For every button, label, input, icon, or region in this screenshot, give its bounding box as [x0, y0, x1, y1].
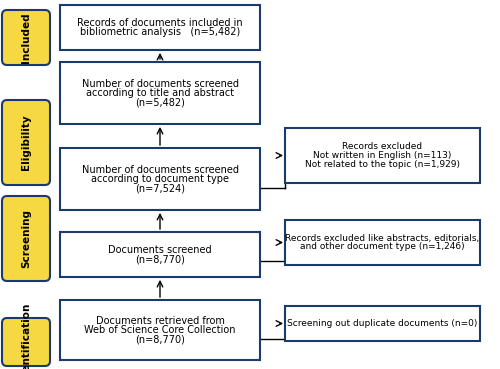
FancyBboxPatch shape	[285, 128, 480, 183]
Text: Identification: Identification	[21, 302, 31, 369]
Text: Eligibility: Eligibility	[21, 115, 31, 170]
FancyBboxPatch shape	[60, 232, 260, 277]
Text: (n=8,770): (n=8,770)	[135, 334, 185, 344]
Text: according to document type: according to document type	[91, 174, 229, 184]
Text: Not related to the topic (n=1,929): Not related to the topic (n=1,929)	[305, 160, 460, 169]
Text: Records excluded like abstracts, editorials,: Records excluded like abstracts, editori…	[286, 234, 480, 242]
FancyBboxPatch shape	[60, 300, 260, 360]
Text: Included: Included	[21, 12, 31, 63]
Text: Not written in English (n=113): Not written in English (n=113)	[314, 151, 452, 160]
Text: (n=7,524): (n=7,524)	[135, 183, 185, 193]
Text: according to title and abstract: according to title and abstract	[86, 88, 234, 98]
Text: (n=8,770): (n=8,770)	[135, 254, 185, 264]
FancyBboxPatch shape	[60, 5, 260, 50]
FancyBboxPatch shape	[60, 148, 260, 210]
Text: Web of Science Core Collection: Web of Science Core Collection	[84, 325, 236, 335]
Text: bibliometric analysis   (n=5,482): bibliometric analysis (n=5,482)	[80, 27, 240, 37]
Text: Records of documents included in: Records of documents included in	[77, 18, 243, 28]
Text: (n=5,482): (n=5,482)	[135, 97, 185, 107]
Text: Documents screened: Documents screened	[108, 245, 212, 255]
Text: Number of documents screened: Number of documents screened	[82, 79, 238, 89]
FancyBboxPatch shape	[2, 100, 50, 185]
FancyBboxPatch shape	[60, 62, 260, 124]
Text: Screening: Screening	[21, 209, 31, 268]
Text: and other document type (n=1,246): and other document type (n=1,246)	[300, 242, 465, 251]
Text: Screening out duplicate documents (n=0): Screening out duplicate documents (n=0)	[288, 319, 478, 328]
FancyBboxPatch shape	[285, 306, 480, 341]
Text: Records excluded: Records excluded	[342, 142, 422, 151]
FancyBboxPatch shape	[2, 318, 50, 366]
FancyBboxPatch shape	[285, 220, 480, 265]
FancyBboxPatch shape	[2, 196, 50, 281]
Text: Documents retrieved from: Documents retrieved from	[96, 315, 224, 325]
FancyBboxPatch shape	[2, 10, 50, 65]
Text: Number of documents screened: Number of documents screened	[82, 165, 238, 175]
